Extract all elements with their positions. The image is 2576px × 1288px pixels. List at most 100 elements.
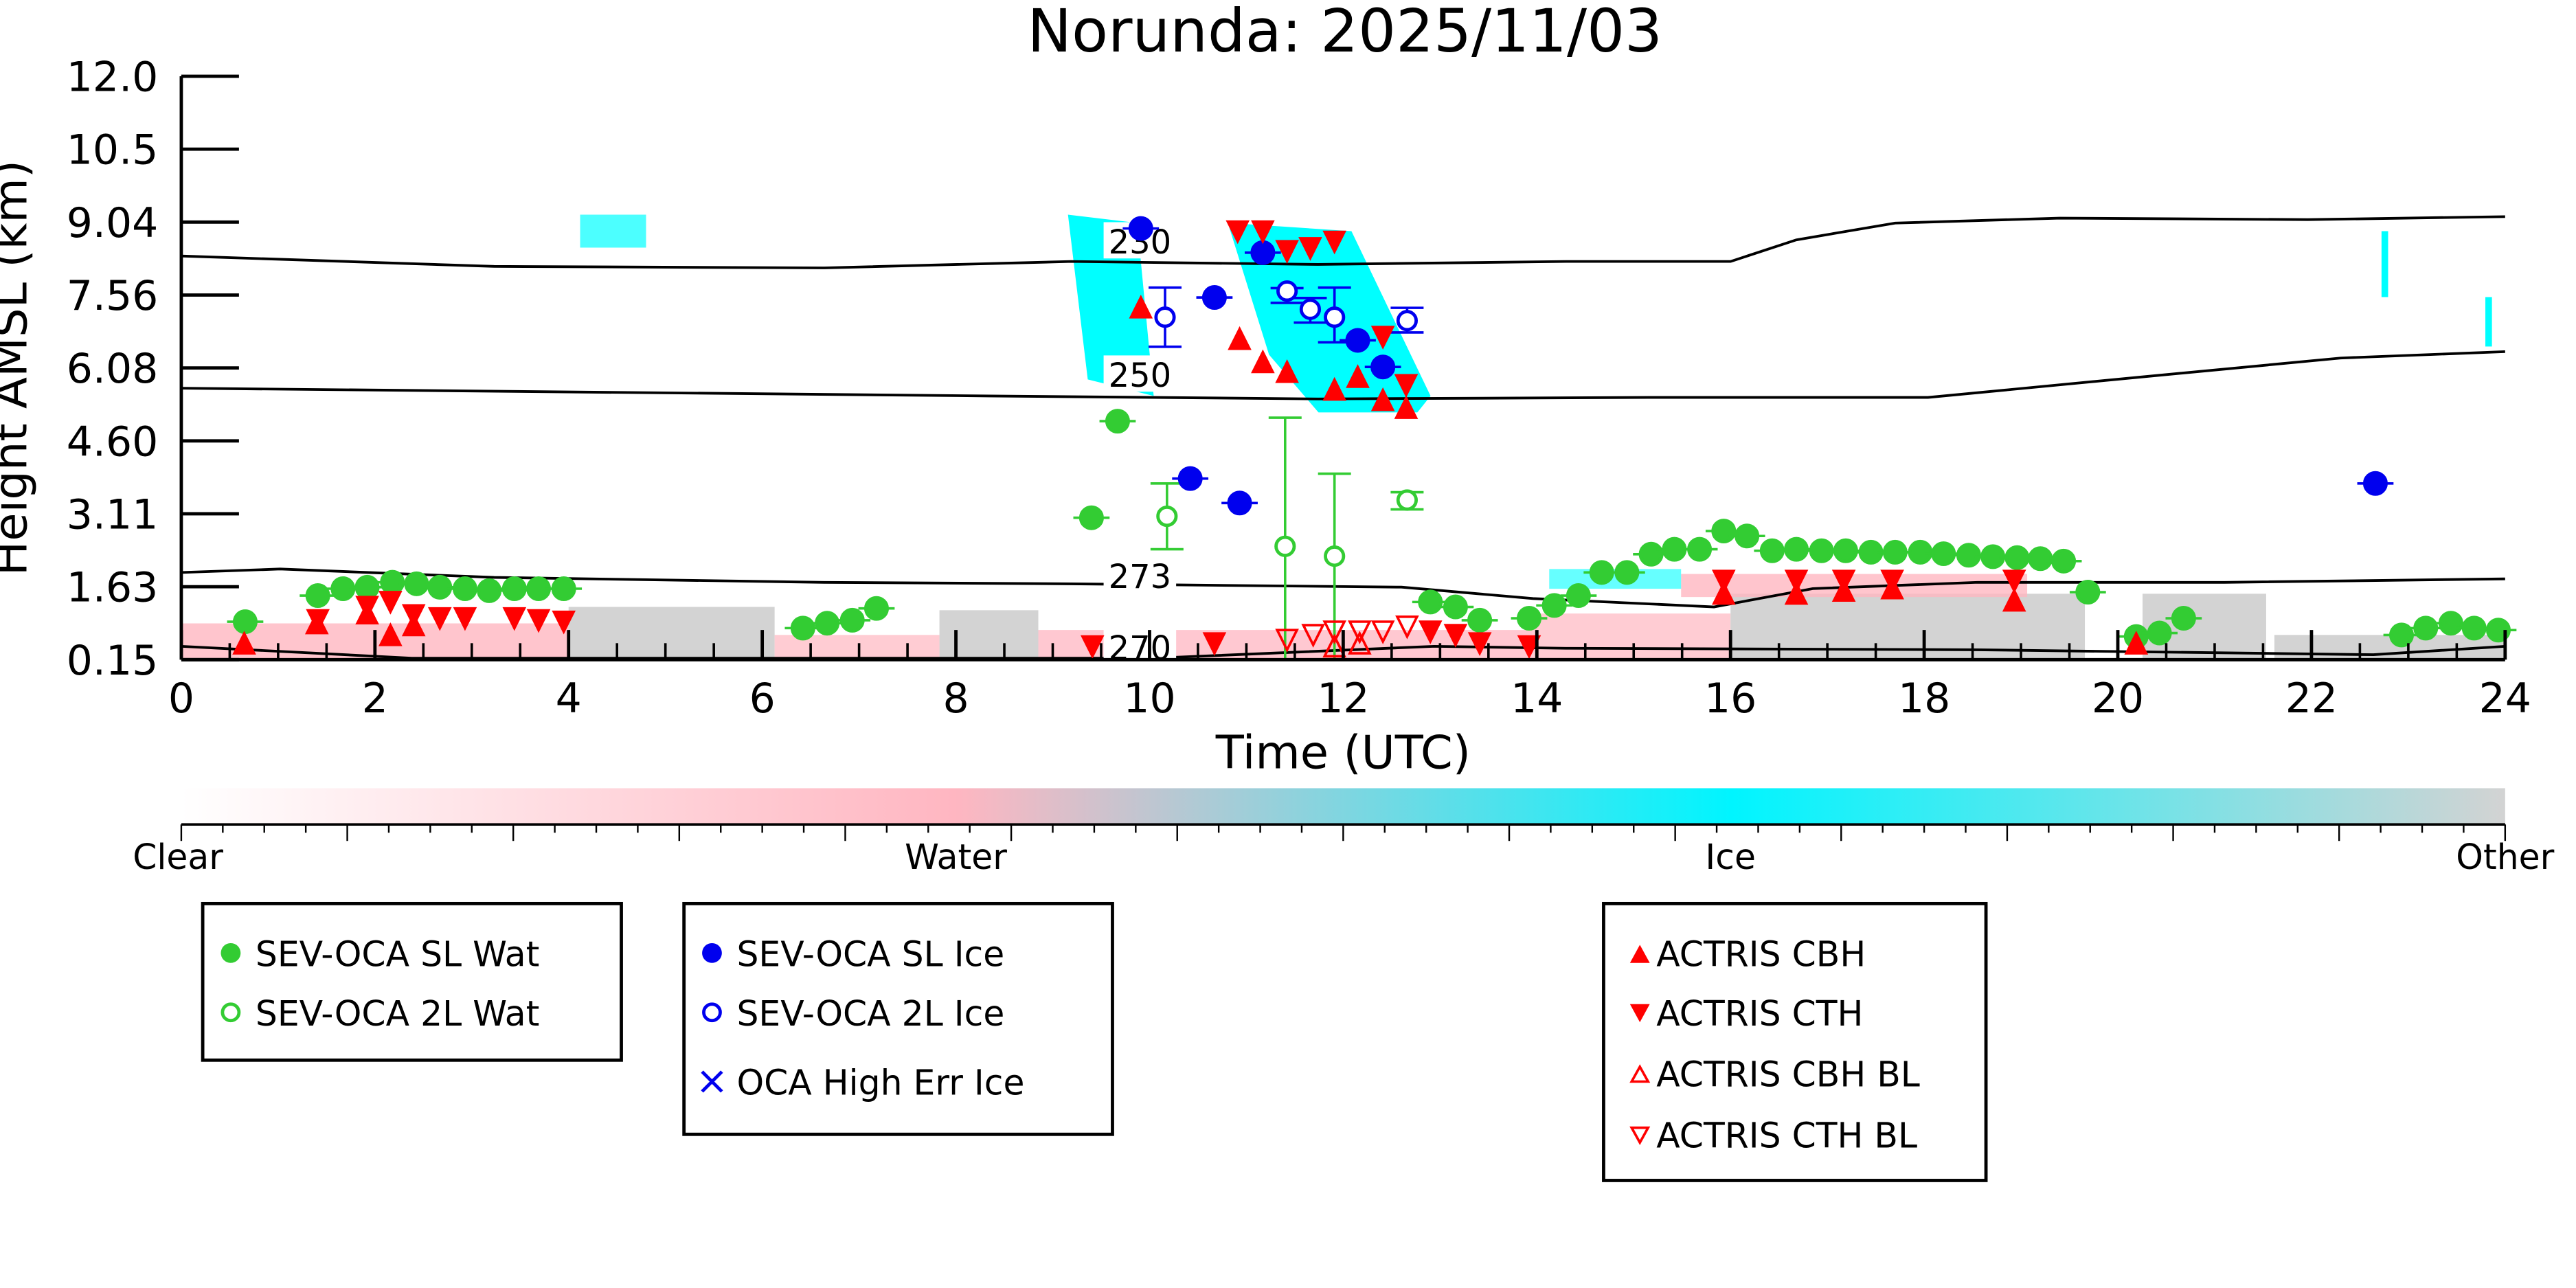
legend-marker-cth	[1629, 1004, 1650, 1023]
x-tick-label: 16	[1704, 675, 1756, 723]
marker-sev-oca-sl-wat	[815, 611, 840, 636]
marker-actris-cth	[427, 607, 452, 631]
marker-actris-cth	[1202, 632, 1227, 657]
y-tick-label: 9.04	[67, 199, 159, 247]
y-tick-label: 1.63	[67, 564, 159, 612]
marker-sev-oca-sl-wat	[1956, 543, 1981, 568]
marker-sev-oca-sl-wat	[1931, 541, 1956, 567]
marker-sev-oca-sl-ice	[1345, 328, 1370, 353]
marker-actris-cth	[1322, 230, 1346, 255]
marker-sev-oca-sl-wat	[1443, 594, 1468, 620]
marker-actris-cbh	[2124, 631, 2149, 655]
marker-sev-oca-2l-wat	[1396, 489, 1418, 511]
marker-actris-cth-bl	[1275, 629, 1299, 653]
marker-actris-cth	[453, 607, 477, 631]
legend-label: SEV-OCA 2L Wat	[256, 993, 540, 1034]
colorbar-label-ice: Ice	[1705, 837, 1756, 877]
y-tick-label: 12.0	[67, 54, 159, 102]
x-tick-label: 18	[1898, 675, 1950, 723]
x-tick-label: 24	[2479, 675, 2531, 723]
marker-sev-oca-sl-wat	[551, 576, 576, 601]
marker-sev-oca-2l-ice	[1324, 306, 1346, 328]
marker-sev-oca-sl-wat	[354, 574, 380, 600]
legend-label: ACTRIS CTH	[1656, 993, 1863, 1034]
y-tick-label: 6.08	[67, 345, 159, 393]
marker-actris-cth-bl	[1301, 624, 1325, 648]
marker-sev-oca-sl-wat	[1105, 409, 1130, 434]
marker-actris-cth	[355, 596, 379, 620]
marker-sev-oca-sl-wat	[477, 578, 502, 603]
marker-sev-oca-sl-wat	[404, 571, 429, 596]
x-tick-label: 2	[362, 675, 388, 723]
marker-actris-cth	[2002, 569, 2026, 594]
marker-actris-cth	[1880, 569, 1904, 594]
marker-actris-cth	[526, 609, 551, 633]
y-tick-label: 0.15	[67, 637, 159, 685]
marker-actris-cbh	[232, 631, 256, 655]
marker-actris-cbh	[1370, 387, 1395, 411]
contour-label: 250	[1109, 357, 1172, 395]
marker-sev-oca-2l-ice	[1396, 310, 1418, 332]
marker-sev-oca-sl-ice	[1128, 216, 1153, 241]
y-axis-label: Height AMSL (km)	[0, 160, 37, 576]
marker-sev-oca-sl-wat	[1566, 583, 1591, 609]
legend-label: OCA High Err Ice	[736, 1063, 1024, 1103]
contour-label-bg	[1103, 355, 1177, 392]
marker-sev-oca-sl-wat	[427, 574, 453, 600]
chart-title: Norunda: 2025/11/03	[1028, 0, 1662, 66]
marker-actris-cth	[1275, 240, 1299, 264]
x-tick-label: 20	[2092, 675, 2144, 723]
legend-actris: ACTRIS CBH ACTRIS CTH ACTRIS CBH BL ACTR…	[1602, 901, 1988, 1182]
marker-sev-oca-sl-wat	[1759, 538, 1785, 563]
legend-marker-cbh-bl	[1629, 1064, 1651, 1083]
marker-sev-oca-2l-wat	[1156, 505, 1178, 528]
marker-actris-cth	[1443, 624, 1468, 648]
contour-250	[181, 350, 2505, 400]
legend-label: ACTRIS CTH BL	[1656, 1115, 1917, 1155]
colorbar-label-water: Water	[905, 837, 1007, 877]
marker-actris-cbh	[1346, 364, 1370, 388]
marker-sev-oca-sl-wat	[1467, 607, 1493, 633]
marker-sev-oca-sl-wat	[2413, 615, 2439, 641]
marker-sev-oca-2l-ice	[1276, 280, 1298, 302]
legend-label: ACTRIS CBH BL	[1656, 1054, 1920, 1095]
contour-label-bg	[1103, 556, 1177, 594]
marker-actris-cth	[1080, 635, 1105, 659]
marker-sev-oca-sl-wat	[1711, 519, 1737, 544]
marker-sev-oca-sl-wat	[1833, 538, 1858, 563]
marker-sev-oca-sl-ice	[1177, 466, 1203, 491]
legend-marker-2l-ice	[702, 1002, 722, 1023]
marker-actris-cbh	[379, 622, 403, 646]
marker-actris-cbh-bl	[1322, 633, 1346, 658]
marker-actris-cbh	[1394, 395, 1419, 419]
legend-label: SEV-OCA 2L Ice	[736, 993, 1004, 1034]
marker-sev-oca-sl-wat	[330, 576, 356, 601]
marker-sev-oca-sl-wat	[2438, 611, 2463, 636]
marker-actris-cth	[1298, 237, 1322, 261]
marker-sev-oca-sl-wat	[232, 609, 258, 635]
phase-colorbar	[181, 788, 2505, 825]
legend-marker-cbh	[1629, 945, 1650, 963]
x-tick-label: 4	[556, 675, 582, 723]
marker-sev-oca-2l-ice	[1154, 306, 1176, 328]
legend-marker-2l-wat	[221, 1002, 241, 1023]
marker-sev-oca-2l-wat	[1324, 545, 1346, 567]
marker-sev-oca-sl-wat	[2461, 615, 2487, 641]
marker-sev-oca-sl-ice	[1370, 354, 1396, 380]
legend-label: ACTRIS CBH	[1656, 934, 1866, 975]
marker-actris-cth	[1418, 620, 1443, 644]
marker-actris-cth	[1370, 326, 1395, 350]
contour-label: 270	[1109, 629, 1172, 668]
marker-actris-cth	[1784, 569, 1809, 594]
colorbar-label-other: Other	[2456, 837, 2554, 877]
marker-sev-oca-sl-wat	[1784, 536, 1809, 562]
marker-actris-cbh	[1275, 359, 1299, 383]
x-axis-label: Time (UTC)	[1215, 726, 1471, 780]
marker-sev-oca-sl-wat	[1541, 593, 1567, 618]
y-tick-label: 7.56	[67, 272, 159, 320]
marker-sev-oca-sl-wat	[1078, 505, 1104, 530]
marker-actris-cth-bl	[1370, 620, 1395, 644]
marker-actris-cth	[379, 591, 403, 615]
marker-sev-oca-sl-wat	[863, 596, 889, 621]
marker-actris-cbh	[1784, 580, 1809, 605]
